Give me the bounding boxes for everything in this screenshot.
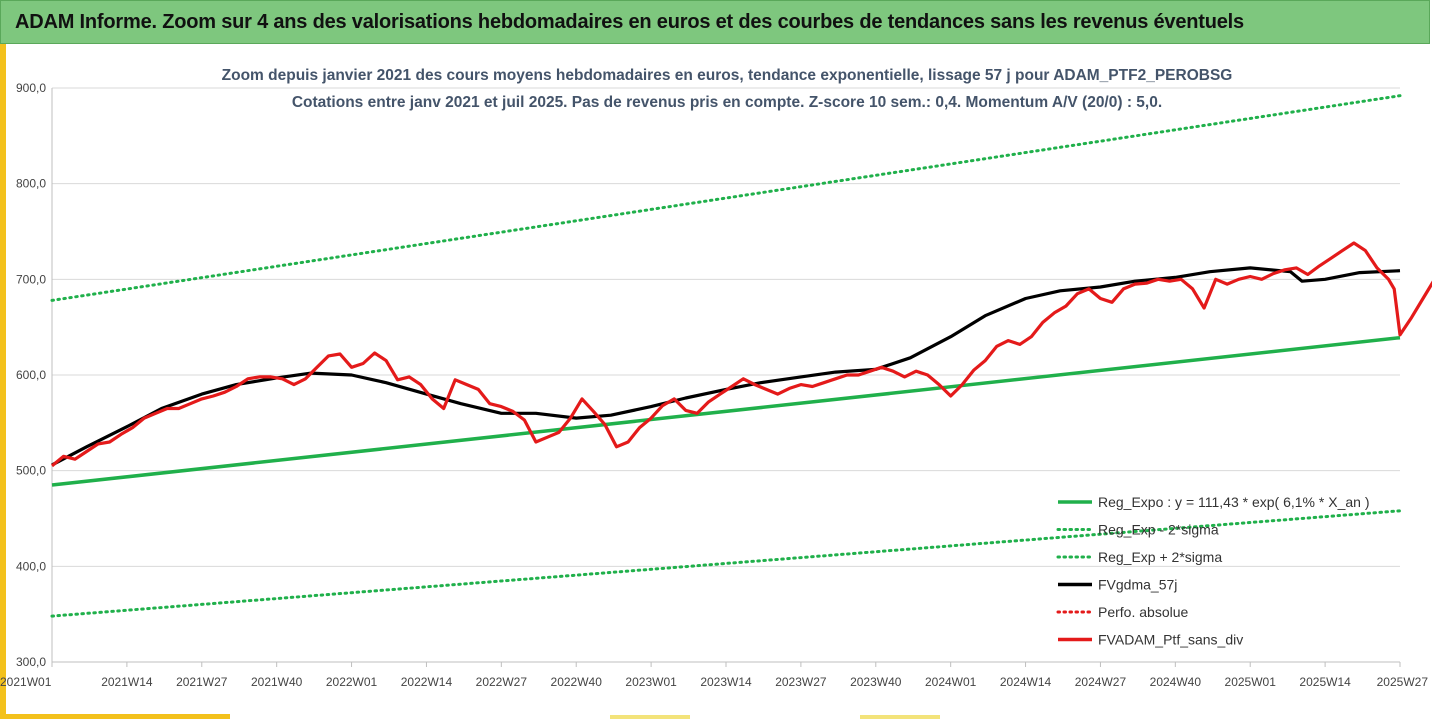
y-tick-label: 700,0: [16, 272, 46, 286]
x-tick-label: 2025W27: [1377, 675, 1429, 689]
grid-lines: [52, 87, 1400, 663]
accent-bar-bottom: [0, 714, 230, 719]
legend-perfo-absolue-label: Perfo. absolue: [1098, 604, 1188, 620]
axes: 300,0 400,0 500,0 600,0 700,0 800,0 900,0 2021W…: [0, 81, 1428, 689]
legend-reg-exp-minus-label: Reg_Exp - 2*sigma: [1098, 522, 1219, 538]
legend-fvgdma-label: FVgdma_57j: [1098, 577, 1177, 593]
accent-bar-left: [0, 44, 6, 719]
chart-title: Zoom depuis janvier 2021 des cours moyen…: [222, 67, 1233, 84]
x-tick-label: 2022W01: [326, 675, 378, 689]
accent-bar-bottom-right: [860, 715, 940, 719]
x-tick-label: 2025W01: [1225, 675, 1277, 689]
y-tick-label: 600,0: [16, 368, 46, 382]
x-tick-label: 2024W40: [1150, 675, 1202, 689]
report-title: ADAM Informe. Zoom sur 4 ans des valoris…: [15, 11, 1244, 33]
x-tick-label: 2023W27: [775, 675, 827, 689]
reg-exp-minus-2sigma-line: [50, 509, 1402, 618]
x-tick-label: 2024W01: [925, 675, 977, 689]
x-tick-label: 2022W14: [401, 675, 453, 689]
x-tick-label: 2022W27: [476, 675, 528, 689]
x-tick-label: 2022W40: [551, 675, 603, 689]
chart-area: 300,0 400,0 500,0 600,0 700,0 800,0 900,0 2021W…: [0, 67, 1432, 689]
reg-exp-plus-2sigma-line: [50, 94, 1402, 302]
legend-reg-expo-label: Reg_Expo : y = 111,43 * exp( 6,1% * X_an…: [1098, 494, 1369, 510]
x-tick-label: 2025W14: [1299, 675, 1351, 689]
legend-fvadam-label: FVADAM_Ptf_sans_div: [1098, 632, 1243, 648]
legend-reg-exp-plus-label: Reg_Exp + 2*sigma: [1098, 549, 1222, 565]
y-tick-label: 300,0: [16, 655, 46, 669]
accent-bar-bottom-mid: [610, 715, 690, 719]
y-tick-label: 500,0: [16, 464, 46, 478]
series-lines: [50, 94, 1432, 618]
y-tick-label: 800,0: [16, 177, 46, 191]
fvgdma-57j-line: [51, 266, 1401, 467]
x-tick-label: 2023W40: [850, 675, 902, 689]
x-tick-label: 2021W14: [101, 675, 153, 689]
x-tick-label: 2021W27: [176, 675, 228, 689]
chart-subtitle: Cotations entre janv 2021 et juil 2025. …: [292, 94, 1162, 111]
x-tick-label: 2023W01: [625, 675, 677, 689]
x-tick-label: 2023W14: [700, 675, 752, 689]
fvadam-ptf-line: [50, 241, 1432, 468]
legend: Reg_Expo : y = 111,43 * exp( 6,1% * X_an…: [1056, 494, 1369, 648]
x-tick-label: 2021W40: [251, 675, 303, 689]
y-tick-label: 900,0: [16, 81, 46, 95]
y-tick-label: 400,0: [16, 559, 46, 573]
reg-expo-line: [51, 335, 1401, 487]
report-header: ADAM Informe. Zoom sur 4 ans des valoris…: [0, 0, 1430, 44]
x-tick-label: 2024W27: [1075, 675, 1127, 689]
x-tick-label: 2021W01: [0, 675, 52, 689]
x-tick-label: 2024W14: [1000, 675, 1052, 689]
